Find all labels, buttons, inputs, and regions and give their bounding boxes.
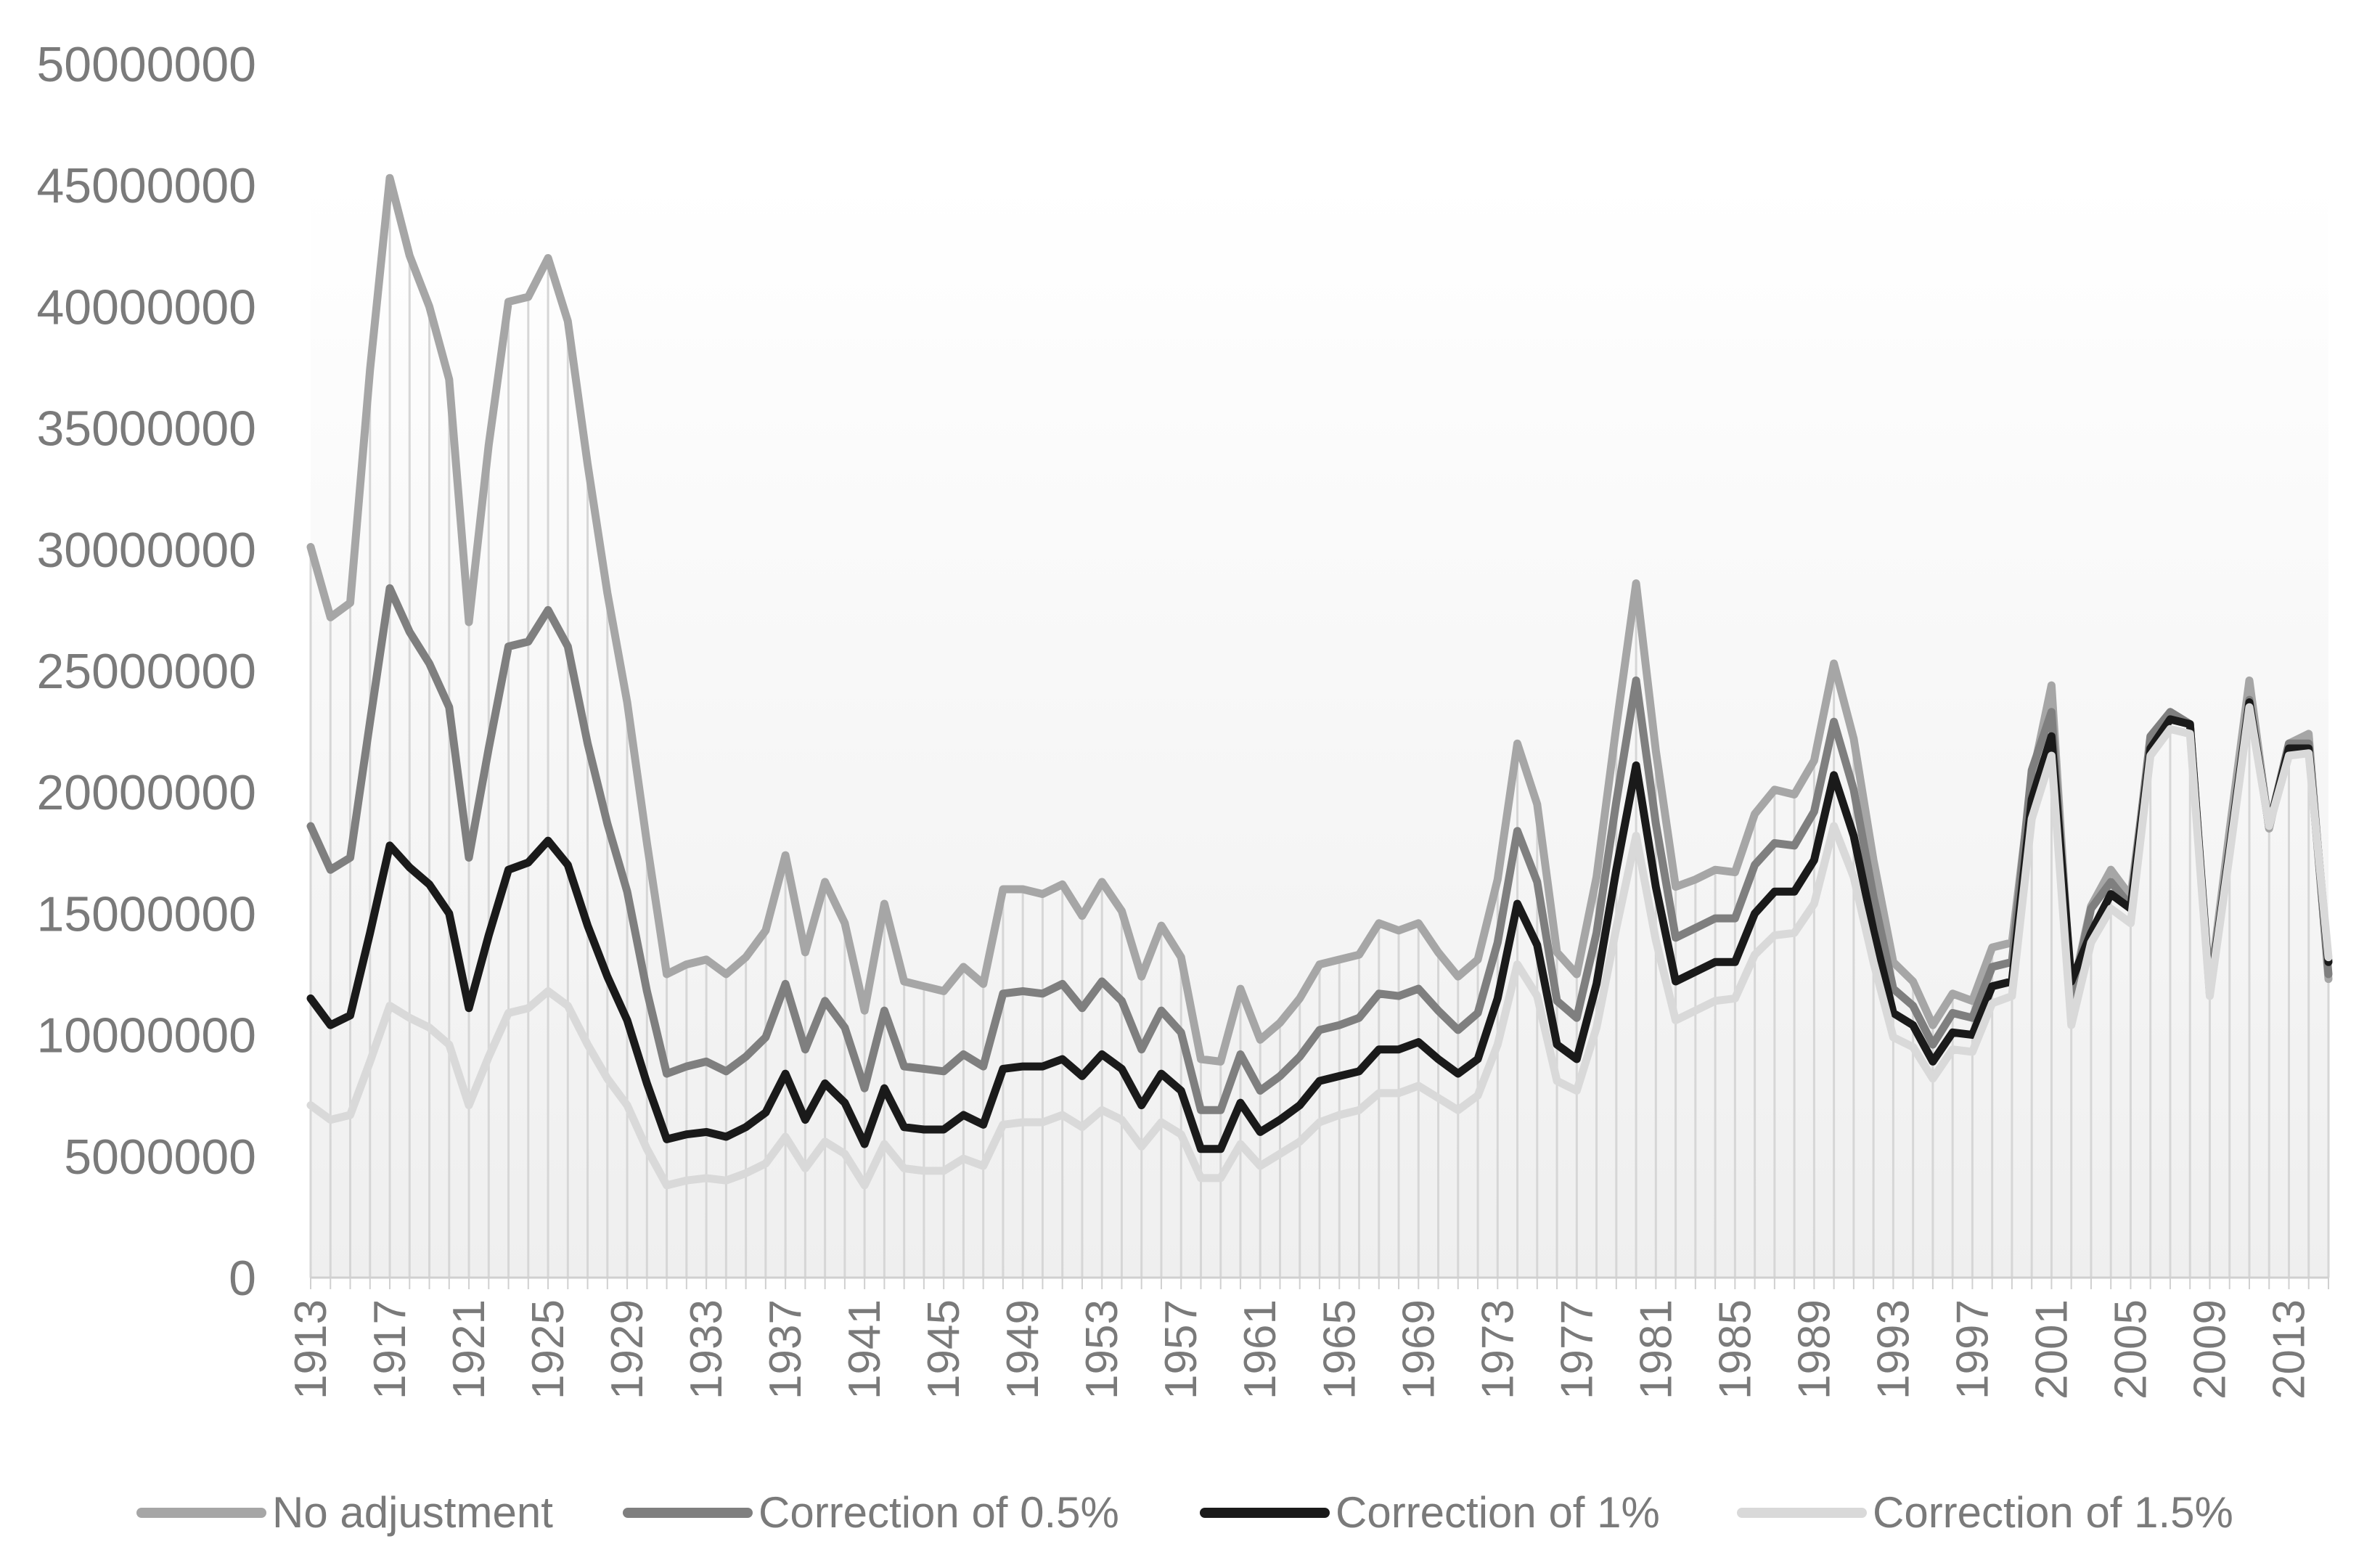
x-tick-label: 1917	[365, 1299, 415, 1400]
x-tick-label: 1957	[1156, 1299, 1206, 1400]
y-tick-label: 40000000	[36, 279, 256, 335]
legend: No adjustment Correction of 0.5% Correctio…	[136, 1488, 2233, 1537]
legend-label: Correction of 1.5%	[1873, 1488, 2233, 1537]
x-tick-label: 1969	[1394, 1299, 1444, 1400]
y-tick-label: 5000000	[64, 1130, 256, 1185]
x-tick-label: 1989	[1789, 1299, 1839, 1400]
x-tick-label: 1961	[1235, 1299, 1285, 1400]
x-tick-label: 1953	[1077, 1299, 1127, 1400]
x-tick-label: 1973	[1473, 1299, 1523, 1400]
y-tick-label: 0	[229, 1251, 256, 1306]
series-line-3	[306, 698, 2333, 1153]
y-tick-label: 15000000	[36, 886, 256, 942]
x-tick-label: 1921	[444, 1299, 494, 1400]
x-tick-label: 1949	[998, 1299, 1048, 1400]
y-axis: 0 5000000 10000000 15000000 20000000 25000000…	[36, 37, 256, 1306]
x-tick-label: 1913	[286, 1299, 336, 1400]
series-line-4	[306, 703, 2333, 1190]
x-tick-label: 2013	[2264, 1299, 2314, 1400]
x-tick-label: 1945	[919, 1299, 969, 1400]
x-tick-label: 1925	[523, 1299, 573, 1400]
y-tick-label: 35000000	[36, 401, 256, 457]
x-tick-label: 1985	[1710, 1299, 1760, 1400]
legend-label: No adjustment	[272, 1488, 553, 1537]
x-tick-label: 2001	[2027, 1299, 2077, 1400]
x-tick-label: 1997	[1947, 1299, 1997, 1400]
x-tick-label: 2009	[2185, 1299, 2235, 1400]
y-tick-label: 30000000	[36, 523, 256, 578]
x-tick-label: 2005	[2106, 1299, 2156, 1400]
series-line-2	[306, 584, 2333, 1114]
legend-label: Correction of 0.5%	[758, 1488, 1119, 1537]
y-tick-label: 50000000	[36, 37, 256, 92]
x-tick-label: 1993	[1868, 1299, 1918, 1400]
y-tick-label: 45000000	[36, 158, 256, 213]
series-lines	[306, 173, 2333, 1190]
x-tick-label: 1941	[840, 1299, 890, 1400]
x-tick-label: 1981	[1631, 1299, 1681, 1400]
vertical-drop-lines	[309, 178, 2330, 1278]
y-tick-label: 20000000	[36, 765, 256, 820]
x-tick-label: 1933	[682, 1299, 732, 1400]
x-tick-label: 1977	[1552, 1299, 1602, 1400]
series-line-1	[306, 173, 2333, 1066]
x-axis: 1913 1917 1921 1925 1929 1933 1937 1941 1945 1949…	[286, 1278, 2329, 1400]
x-tick-label: 1965	[1314, 1299, 1365, 1400]
legend-label: Correction of 1%	[1336, 1488, 1660, 1537]
x-tick-label: 1929	[602, 1299, 653, 1400]
x-tick-label: 1937	[761, 1299, 811, 1400]
y-tick-label: 10000000	[36, 1008, 256, 1063]
y-tick-label: 25000000	[36, 644, 256, 699]
